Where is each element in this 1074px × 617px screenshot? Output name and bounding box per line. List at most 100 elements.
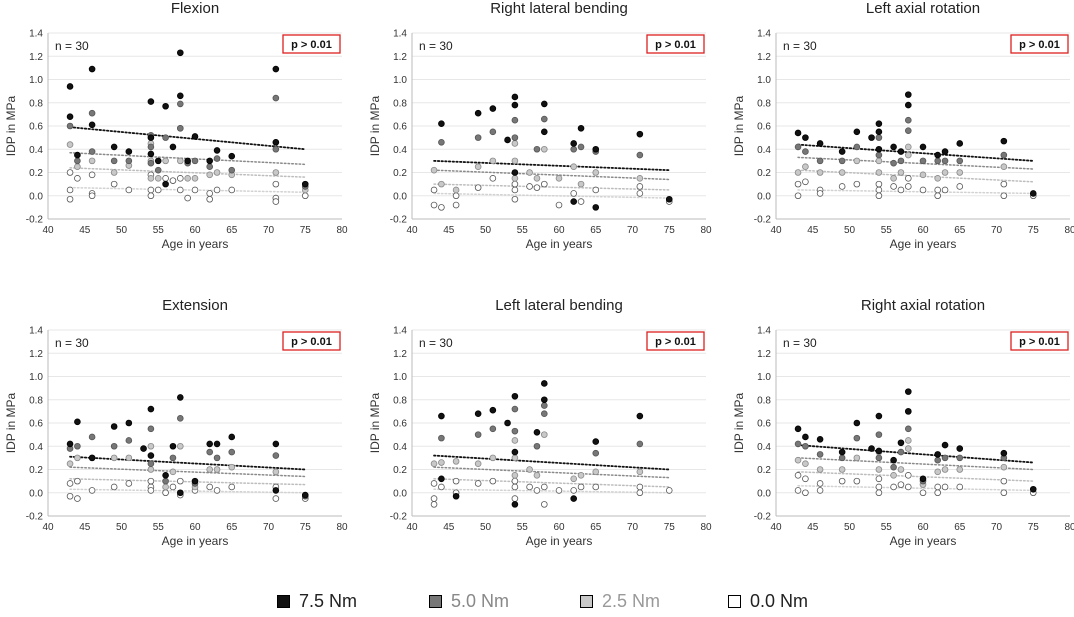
data-point [511,157,519,165]
data-point [110,423,118,430]
data-point [875,145,883,153]
n-label: n = 30 [783,336,817,350]
x-tick-label: 55 [517,522,529,533]
data-point [592,483,600,491]
data-point [665,487,673,494]
trend-line [433,454,671,471]
data-point [511,405,519,413]
data-point [452,192,460,200]
x-tick-label: 80 [1064,225,1074,236]
trend-line [433,478,670,488]
data-point [206,448,214,456]
data-point [511,195,519,203]
data-point [636,151,644,159]
data-point [177,489,184,497]
data-point [941,483,949,491]
data-point [904,408,912,415]
data-point [66,122,74,130]
data-point [794,129,802,137]
data-point [540,431,548,438]
data-point [169,177,177,184]
data-point [904,388,912,395]
data-point [904,472,912,479]
data-point [853,143,861,151]
chart-title: Right axial rotation [861,297,985,314]
y-tick-label: -0.2 [26,512,44,523]
data-point [868,134,875,141]
x-axis-label: Age in years [890,237,957,251]
n-label: n = 30 [419,336,453,350]
data-point [875,447,883,455]
data-point [919,186,927,194]
data-point [875,128,883,136]
data-point [147,405,155,413]
data-point [169,468,177,476]
data-point [74,151,81,159]
data-point [206,157,214,165]
legend-item-0-0-nm: 0.0 Nm [728,588,808,614]
data-point [956,140,964,147]
y-axis-label: IDP in MPa [4,95,18,156]
data-point [272,169,280,176]
data-point [154,175,162,182]
data-point [213,454,221,462]
x-tick-label: 60 [917,225,929,236]
data-point [452,458,460,465]
data-point [511,495,519,502]
p-value-label: p > 0.01 [291,336,332,348]
data-point [853,419,861,427]
y-tick-label: 1.4 [757,326,771,337]
x-tick-label: 65 [954,225,966,236]
data-point [934,175,941,182]
data-point [526,483,533,491]
p-value-box [282,331,341,351]
data-point [511,427,519,435]
data-point [570,190,577,197]
trend-line [797,444,1035,464]
chart-title: Extension [162,297,228,314]
y-tick-label: 0.0 [393,191,407,202]
p-value-box [646,331,705,351]
x-tick-label: 45 [807,522,819,533]
data-point [213,147,221,154]
data-point [1000,463,1008,471]
data-point [875,192,883,200]
data-point [794,456,802,464]
x-tick-label: 65 [590,225,602,236]
chart-title: Right lateral bending [490,0,628,17]
data-point [438,412,445,420]
data-point [74,418,81,426]
data-point [511,437,519,444]
p-value-box [646,34,705,54]
data-point [1000,489,1008,497]
y-tick-label: 0.8 [29,395,43,406]
data-point [184,157,191,165]
data-point [162,180,169,188]
data-point [853,454,861,462]
data-point [511,448,519,456]
data-point [430,201,438,209]
legend: 7.5 Nm 5.0 Nm 2.5 Nm 0.0 Nm [0,588,1074,614]
data-point [526,466,533,473]
x-tick-label: 45 [79,225,91,236]
data-point [897,157,905,165]
data-point [1000,180,1008,188]
chart-panel-1: Flexion -0.2 0.0 0.2 0.4 0.6 0.8 1.0 1.2 1.4 40 45 5… [4,0,348,251]
data-point [592,186,600,194]
data-point [904,127,912,134]
data-point [74,477,81,485]
data-point [802,433,809,441]
data-point [897,169,905,176]
data-point [489,454,497,462]
x-tick-label: 65 [590,522,602,533]
trend-line [797,156,1034,170]
data-point [125,437,133,444]
y-tick-label: 0.4 [29,442,43,453]
data-point [88,171,96,179]
data-point [636,412,644,420]
trend-line [797,143,1035,162]
data-point [934,456,941,464]
data-point [452,477,460,485]
data-point [838,148,846,155]
y-tick-label: -0.2 [754,512,772,523]
